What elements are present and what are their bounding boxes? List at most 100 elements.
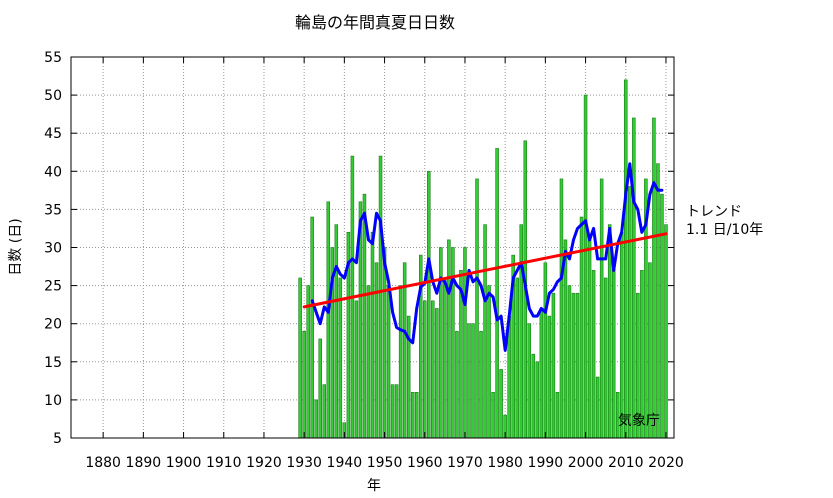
bar [575,292,580,439]
bar [354,300,359,439]
bar [599,178,604,439]
bar [491,391,495,439]
bar [378,155,383,439]
bar [607,224,612,439]
bar [632,117,636,439]
x-tick-label: 1910 [206,455,242,471]
y-tick-label: 20 [44,317,62,333]
bar [535,361,540,439]
bar [390,384,395,439]
bar [439,247,443,439]
bar [414,391,419,439]
bar [370,231,375,439]
bar [338,277,343,439]
y-tick-label: 15 [44,355,62,371]
bar [475,178,479,439]
bar [624,79,628,439]
bar [427,171,431,439]
x-tick-label: 1990 [528,455,564,471]
bar [386,285,391,439]
x-tick-label: 1940 [327,455,363,471]
bar [619,231,624,439]
bar [310,216,314,439]
trend-rate: 1.1 日/10年 [686,222,763,238]
bar [487,285,491,439]
bar [571,292,576,439]
bar [543,262,548,439]
y-tick-label: 45 [44,126,62,142]
bar [322,384,327,439]
bar [628,186,632,439]
bar [306,285,310,439]
bar [531,353,536,439]
line-series [302,162,668,352]
trend-line [302,232,668,309]
x-tick-label: 2010 [608,455,644,471]
bar [648,262,652,439]
bar [563,239,568,439]
chart-title: 輪島の年間真夏日日数 [295,13,455,32]
bar [374,262,379,439]
y-tick-label: 55 [44,50,62,66]
x-axis-label: 年 [367,478,381,494]
bar [587,239,592,439]
y-tick-label: 5 [53,431,62,447]
bar [423,300,427,439]
bar [366,285,371,439]
bar [443,277,447,439]
bar [318,338,322,439]
bar [656,163,660,439]
bar [334,224,339,439]
x-tick-label: 1880 [85,455,121,471]
bar [298,277,302,439]
x-tick-label: 1900 [166,455,202,471]
bar [431,300,435,439]
x-tick-label: 1950 [367,455,403,471]
bar [551,292,556,439]
bar [591,270,596,439]
bar [539,308,544,439]
bar [483,224,487,439]
x-tick-label: 2000 [568,455,604,471]
bar [519,224,523,439]
tick-labels: 1880 1890 1900 1910 1920 1930 1940 1950 1960 1970… [44,50,684,471]
bar [314,399,318,439]
bar [515,277,519,439]
x-tick-label: 1980 [487,455,523,471]
bar [660,193,664,439]
bar-series [298,79,668,439]
bar [394,384,399,439]
bar [471,323,475,439]
trend-label: トレンド [686,204,742,220]
bar [362,193,367,439]
moving-average-line [310,162,664,352]
bar [499,369,503,439]
bar [302,331,306,439]
bar [326,201,331,439]
bar [547,315,552,439]
bar [398,285,403,439]
y-axis-label: 日数 (日) [8,218,24,275]
y-tick-label: 25 [44,279,62,295]
x-tick-label: 1930 [286,455,322,471]
bar [664,224,668,439]
bar [527,323,532,439]
bar [603,277,608,439]
x-tick-label: 1960 [407,455,443,471]
bar [467,323,471,439]
bar [402,262,407,439]
bar [410,391,415,439]
bar [652,117,656,439]
bar [611,262,616,439]
x-tick-label: 2020 [648,455,684,471]
bar [555,391,560,439]
x-tick-label: 1890 [126,455,162,471]
axis-ticks [71,56,674,439]
bar [595,376,600,439]
x-tick-label: 1970 [447,455,483,471]
bar [583,94,588,439]
bar [455,331,459,439]
bar [382,247,387,439]
source-label: 気象庁 [618,413,660,429]
